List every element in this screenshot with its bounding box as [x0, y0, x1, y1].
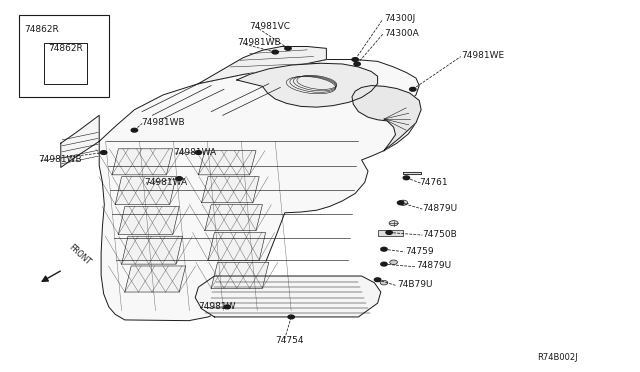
Polygon shape [202, 177, 259, 203]
Polygon shape [198, 46, 326, 84]
Polygon shape [118, 206, 179, 234]
Circle shape [195, 151, 202, 154]
Circle shape [176, 177, 182, 180]
Polygon shape [403, 172, 421, 174]
Text: 74981WB: 74981WB [237, 38, 280, 47]
Circle shape [374, 278, 381, 282]
Circle shape [100, 151, 107, 154]
Bar [19, 15, 109, 97]
Polygon shape [205, 205, 262, 231]
Circle shape [399, 200, 408, 205]
Circle shape [272, 50, 278, 54]
Text: 74981WB: 74981WB [141, 118, 184, 127]
Circle shape [381, 247, 387, 251]
Polygon shape [237, 63, 378, 107]
Text: 74761: 74761 [419, 178, 448, 187]
Text: 74300A: 74300A [384, 29, 419, 38]
Circle shape [403, 176, 410, 180]
Polygon shape [125, 266, 186, 292]
Text: 74981VC: 74981VC [250, 22, 291, 31]
Circle shape [389, 221, 398, 226]
Bar [44, 43, 87, 84]
Text: 74879U: 74879U [422, 204, 458, 213]
Circle shape [410, 87, 416, 91]
Text: R74B002J: R74B002J [538, 353, 578, 362]
Circle shape [380, 280, 388, 285]
Polygon shape [115, 177, 176, 205]
Polygon shape [112, 149, 173, 175]
Text: FRONT: FRONT [67, 243, 93, 267]
Circle shape [285, 46, 291, 50]
Text: 74879U: 74879U [416, 262, 451, 270]
Circle shape [131, 128, 138, 132]
Text: 74981WA: 74981WA [173, 148, 216, 157]
Circle shape [288, 315, 294, 319]
Text: 74862R: 74862R [24, 25, 59, 34]
Polygon shape [211, 262, 269, 288]
Circle shape [354, 62, 360, 66]
Text: 74B79U: 74B79U [397, 280, 432, 289]
Circle shape [352, 58, 358, 61]
Text: 74862R: 74862R [48, 44, 83, 53]
Polygon shape [352, 86, 421, 151]
Text: 74759: 74759 [405, 247, 434, 256]
Circle shape [390, 260, 397, 264]
Circle shape [397, 201, 404, 205]
Text: 74750B: 74750B [422, 230, 457, 239]
Polygon shape [195, 276, 381, 317]
Text: 74981WB: 74981WB [38, 155, 82, 164]
Circle shape [386, 231, 392, 234]
Polygon shape [122, 236, 182, 264]
Polygon shape [99, 60, 419, 321]
Polygon shape [61, 115, 99, 167]
Text: 74754: 74754 [275, 336, 304, 345]
Text: 74300J: 74300J [384, 14, 415, 23]
Bar [378, 230, 403, 236]
Text: 74981WA: 74981WA [144, 178, 187, 187]
Circle shape [224, 305, 230, 309]
Polygon shape [208, 232, 266, 260]
Circle shape [381, 262, 387, 266]
Polygon shape [198, 151, 256, 175]
Text: 74981WE: 74981WE [461, 51, 504, 60]
Text: 74981W: 74981W [198, 302, 236, 311]
